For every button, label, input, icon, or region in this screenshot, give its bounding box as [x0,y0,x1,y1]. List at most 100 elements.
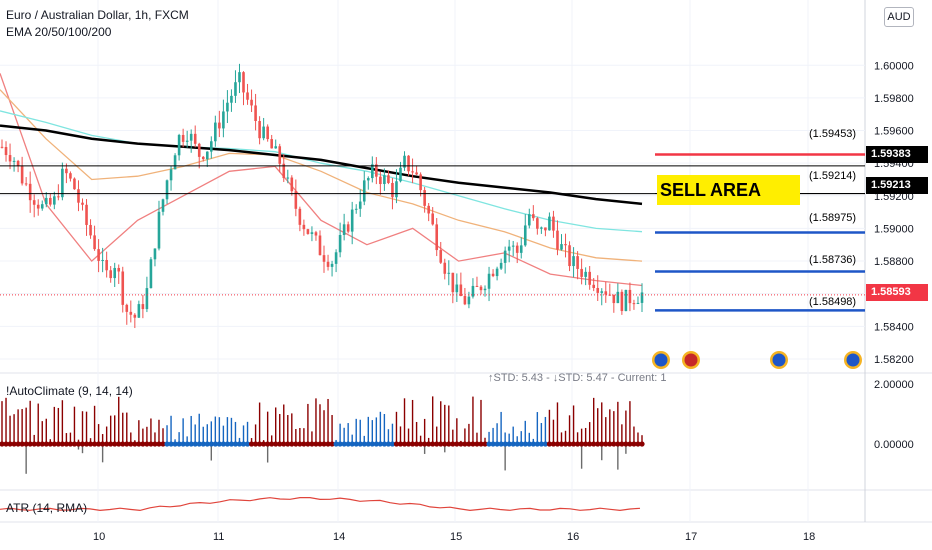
candle-body [222,111,225,129]
atr-pane [0,497,641,512]
candle-body [600,291,604,293]
candle-body [254,105,257,122]
candle-body [278,146,282,164]
candle-body [459,284,463,297]
climate-dot [281,441,287,447]
candle-body [270,139,273,149]
candle-body [322,255,326,262]
candle-body [475,285,479,287]
atr-title[interactable]: ATR (14, RMA) [6,501,88,515]
climate-dot [361,441,367,447]
climate-dot [518,441,524,447]
candle-body [262,126,265,139]
atr-line [0,497,641,512]
candle-body [350,209,354,232]
candle-body [536,218,539,229]
candle-body [161,199,165,212]
candle-body [28,183,32,201]
climate-dot [273,441,279,447]
climate-dot [631,441,637,447]
candle-body [185,140,189,142]
candle-body [20,165,24,184]
climate-dot [566,441,573,447]
candle-body [362,180,366,202]
climate-dot [43,441,49,447]
climate-dot [458,441,464,447]
candle-body [338,235,342,253]
climate-dot [269,441,275,447]
climate-dot [208,441,214,447]
autoclimate-title[interactable]: !AutoClimate (9, 14, 14) [6,384,133,398]
climate-dot [188,441,194,447]
candle-body [383,175,386,185]
climate-dot [59,441,65,447]
candle-body [640,292,644,303]
candle-body [44,197,48,205]
candle-body [302,224,306,230]
climate-dot [184,441,190,447]
climate-dot [148,441,154,447]
event-icon-inner [684,353,698,367]
climate-dot [67,441,74,447]
climate-dot [224,441,231,447]
level-label-1: (1.59453) [809,128,857,140]
candle-body [596,288,600,293]
climate-dot [293,441,299,447]
candle-body [544,227,547,231]
std-readout: ↑STD: 5.43 - ↓STD: 5.47 - Current: 1 [488,372,667,384]
candle-body [451,272,455,293]
candle-body [8,155,12,162]
candle-body [73,178,76,190]
indicator-label[interactable]: EMA 20/50/100/200 [6,25,112,39]
climate-dot [522,441,528,447]
climate-dot [112,441,118,447]
candle-body [230,95,233,103]
candle-body [97,249,100,261]
climate-dot [409,441,416,447]
level-label-3: (1.58975) [809,212,857,224]
candle-body [177,134,181,156]
climate-dot [502,441,508,447]
climate-dot [570,441,577,447]
climate-dot [132,441,138,447]
candle-body [395,181,398,198]
candle-body [153,248,157,260]
climate-dot [297,441,303,447]
candle-body [238,72,241,83]
climate-dot [401,441,408,447]
candle-body [149,259,153,289]
climate-dot [434,441,440,447]
candle-body [592,284,595,289]
currency-badge[interactable]: AUD [884,7,914,27]
climate-dot [329,441,335,447]
price-axis: 1.600001.598001.596001.594001.592001.590… [874,60,914,451]
candle-body [145,288,149,310]
candle-body [49,197,52,205]
climate-dot [494,441,500,447]
event-icon-inner [772,353,786,367]
candle-body [588,271,591,285]
candle-body [455,284,459,293]
climate-dot [442,441,448,447]
candle-body [399,167,402,182]
climate-dot [220,441,226,447]
climate-dot [325,441,331,447]
candle-body [580,268,583,277]
climate-dot [574,441,581,447]
climate-dot [15,441,21,447]
candle-body [318,235,322,256]
candle-body [218,122,221,129]
candle-body [371,164,374,179]
climate-dot [104,441,110,447]
candle-body [568,245,571,267]
climate-dot [542,441,548,447]
climate-dot [240,441,247,447]
climate-dot [3,441,9,447]
climate-dot [595,441,601,447]
climate-dot [486,441,492,447]
climate-dot [204,441,210,447]
candle-body [89,224,92,236]
climate-dot [160,441,166,447]
climate-dot [232,441,239,447]
